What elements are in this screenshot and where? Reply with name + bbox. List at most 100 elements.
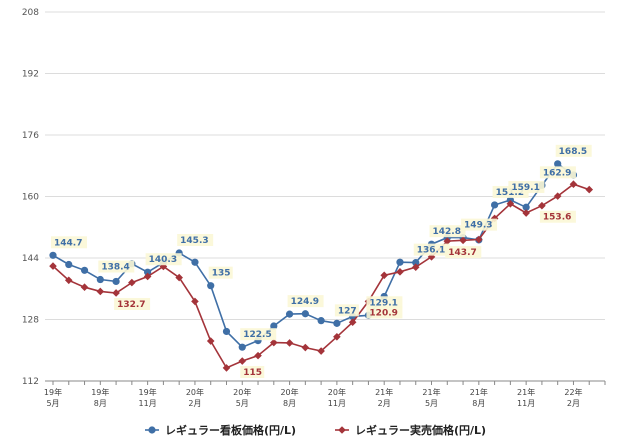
data-point: [222, 364, 231, 372]
data-point: [207, 282, 215, 290]
x-tick-label-month: 5月: [425, 399, 438, 408]
data-label-bg: [413, 243, 450, 256]
data-point: [191, 258, 199, 266]
y-tick-label: 160: [22, 193, 39, 203]
data-point: [285, 310, 294, 318]
x-tick-label-year: 19年: [44, 387, 62, 397]
x-tick-label-month: 5月: [236, 399, 249, 408]
data-label: 143.7: [448, 248, 476, 258]
data-point: [96, 275, 104, 284]
data-point: [475, 235, 483, 244]
data-point: [411, 263, 420, 272]
data-label-bg: [461, 218, 498, 231]
data-label-bg: [539, 166, 576, 179]
x-tick-label-month: 2月: [378, 399, 391, 408]
data-label: 120.9: [369, 308, 397, 318]
data-point: [175, 273, 183, 282]
data-point: [459, 236, 467, 245]
x-tick-label-year: 20年: [328, 387, 346, 397]
data-point: [128, 278, 136, 287]
data-label-bg: [240, 328, 277, 341]
data-label: 124.9: [291, 297, 319, 307]
data-label-bg: [98, 260, 135, 273]
legend-marker: [338, 426, 346, 434]
data-label: 132.7: [117, 300, 145, 310]
data-point: [396, 268, 404, 276]
data-point: [112, 277, 120, 286]
x-tick-label-month: 2月: [567, 399, 580, 408]
legend-label: レギュラー実売価格(円/L): [355, 423, 486, 437]
data-label: 142.8: [433, 227, 461, 237]
x-tick-label-year: 21年: [517, 387, 535, 397]
data-label: 135: [212, 269, 231, 279]
data-label: 168.5: [559, 147, 587, 157]
y-tick-label: 208: [22, 8, 39, 18]
data-label-bg: [334, 304, 359, 317]
data-label: 140.3: [149, 255, 177, 265]
data-point: [553, 192, 562, 200]
data-label-bg: [208, 266, 233, 279]
legend-marker: [148, 426, 156, 434]
data-point: [112, 289, 120, 297]
data-point: [333, 319, 341, 327]
x-tick-label-month: 5月: [46, 399, 59, 408]
data-label-bg: [429, 225, 466, 238]
x-tick-label-month: 2月: [188, 399, 201, 408]
data-point: [80, 283, 89, 292]
data-point: [143, 272, 152, 281]
data-label-bg: [145, 253, 182, 266]
data-point: [285, 339, 294, 347]
data-point: [80, 266, 89, 274]
data-label: 138.4: [101, 263, 129, 273]
legend: レギュラー看板価格(円/L) レギュラー実売価格(円/L): [145, 423, 486, 437]
y-tick-label: 192: [22, 70, 39, 80]
data-point: [491, 201, 499, 209]
x-tick-label-month: 11月: [517, 399, 535, 408]
data-point: [301, 343, 310, 352]
data-point: [270, 338, 278, 347]
data-point: [506, 200, 515, 208]
data-point: [317, 347, 325, 355]
data-label-bg: [240, 366, 265, 379]
data-label-bg: [508, 180, 545, 193]
x-tick-label-year: 20年: [233, 387, 251, 397]
x-tick-label-month: 8月: [283, 399, 296, 408]
data-label: 122.5: [243, 330, 271, 340]
x-tick-label-year: 19年: [91, 387, 109, 397]
data-label: 149.3: [464, 221, 492, 231]
x-tick-label-year: 20年: [186, 387, 204, 397]
data-point: [348, 318, 357, 326]
data-point: [222, 327, 231, 336]
x-tick-label-year: 22年: [564, 387, 582, 397]
x-tick-label-year: 21年: [375, 387, 393, 397]
x-tick-label-year: 19年: [139, 387, 157, 397]
data-point: [522, 209, 530, 217]
data-label-bg: [287, 295, 324, 308]
y-tick-label: 128: [22, 316, 39, 326]
y-tick-label: 176: [22, 131, 39, 141]
data-point: [49, 262, 57, 270]
data-point: [301, 310, 309, 318]
series-layer: [49, 160, 594, 372]
data-point: [506, 196, 514, 204]
y-tick-label: 112: [22, 377, 39, 387]
data-label-bg: [366, 296, 403, 309]
data-point: [191, 297, 199, 306]
x-tick-label-month: 8月: [472, 399, 485, 408]
data-point: [538, 201, 546, 210]
data-label-bg: [445, 246, 482, 259]
data-point: [317, 317, 325, 325]
data-label-bg: [51, 236, 87, 249]
axes: 112 128 144 160 176 192 208 19年 5月 19年 8月 19年 11月 20年…: [22, 8, 606, 408]
data-point: [238, 357, 247, 365]
data-point: [443, 237, 452, 245]
data-point: [490, 214, 499, 223]
data-point: [65, 260, 73, 269]
data-label: 145.3: [180, 236, 208, 246]
data-point: [270, 322, 278, 330]
data-point: [238, 343, 246, 351]
data-label-bg: [555, 144, 592, 157]
data-label: 162.9: [543, 168, 571, 178]
legend-label: レギュラー看板価格(円/L): [165, 423, 296, 437]
